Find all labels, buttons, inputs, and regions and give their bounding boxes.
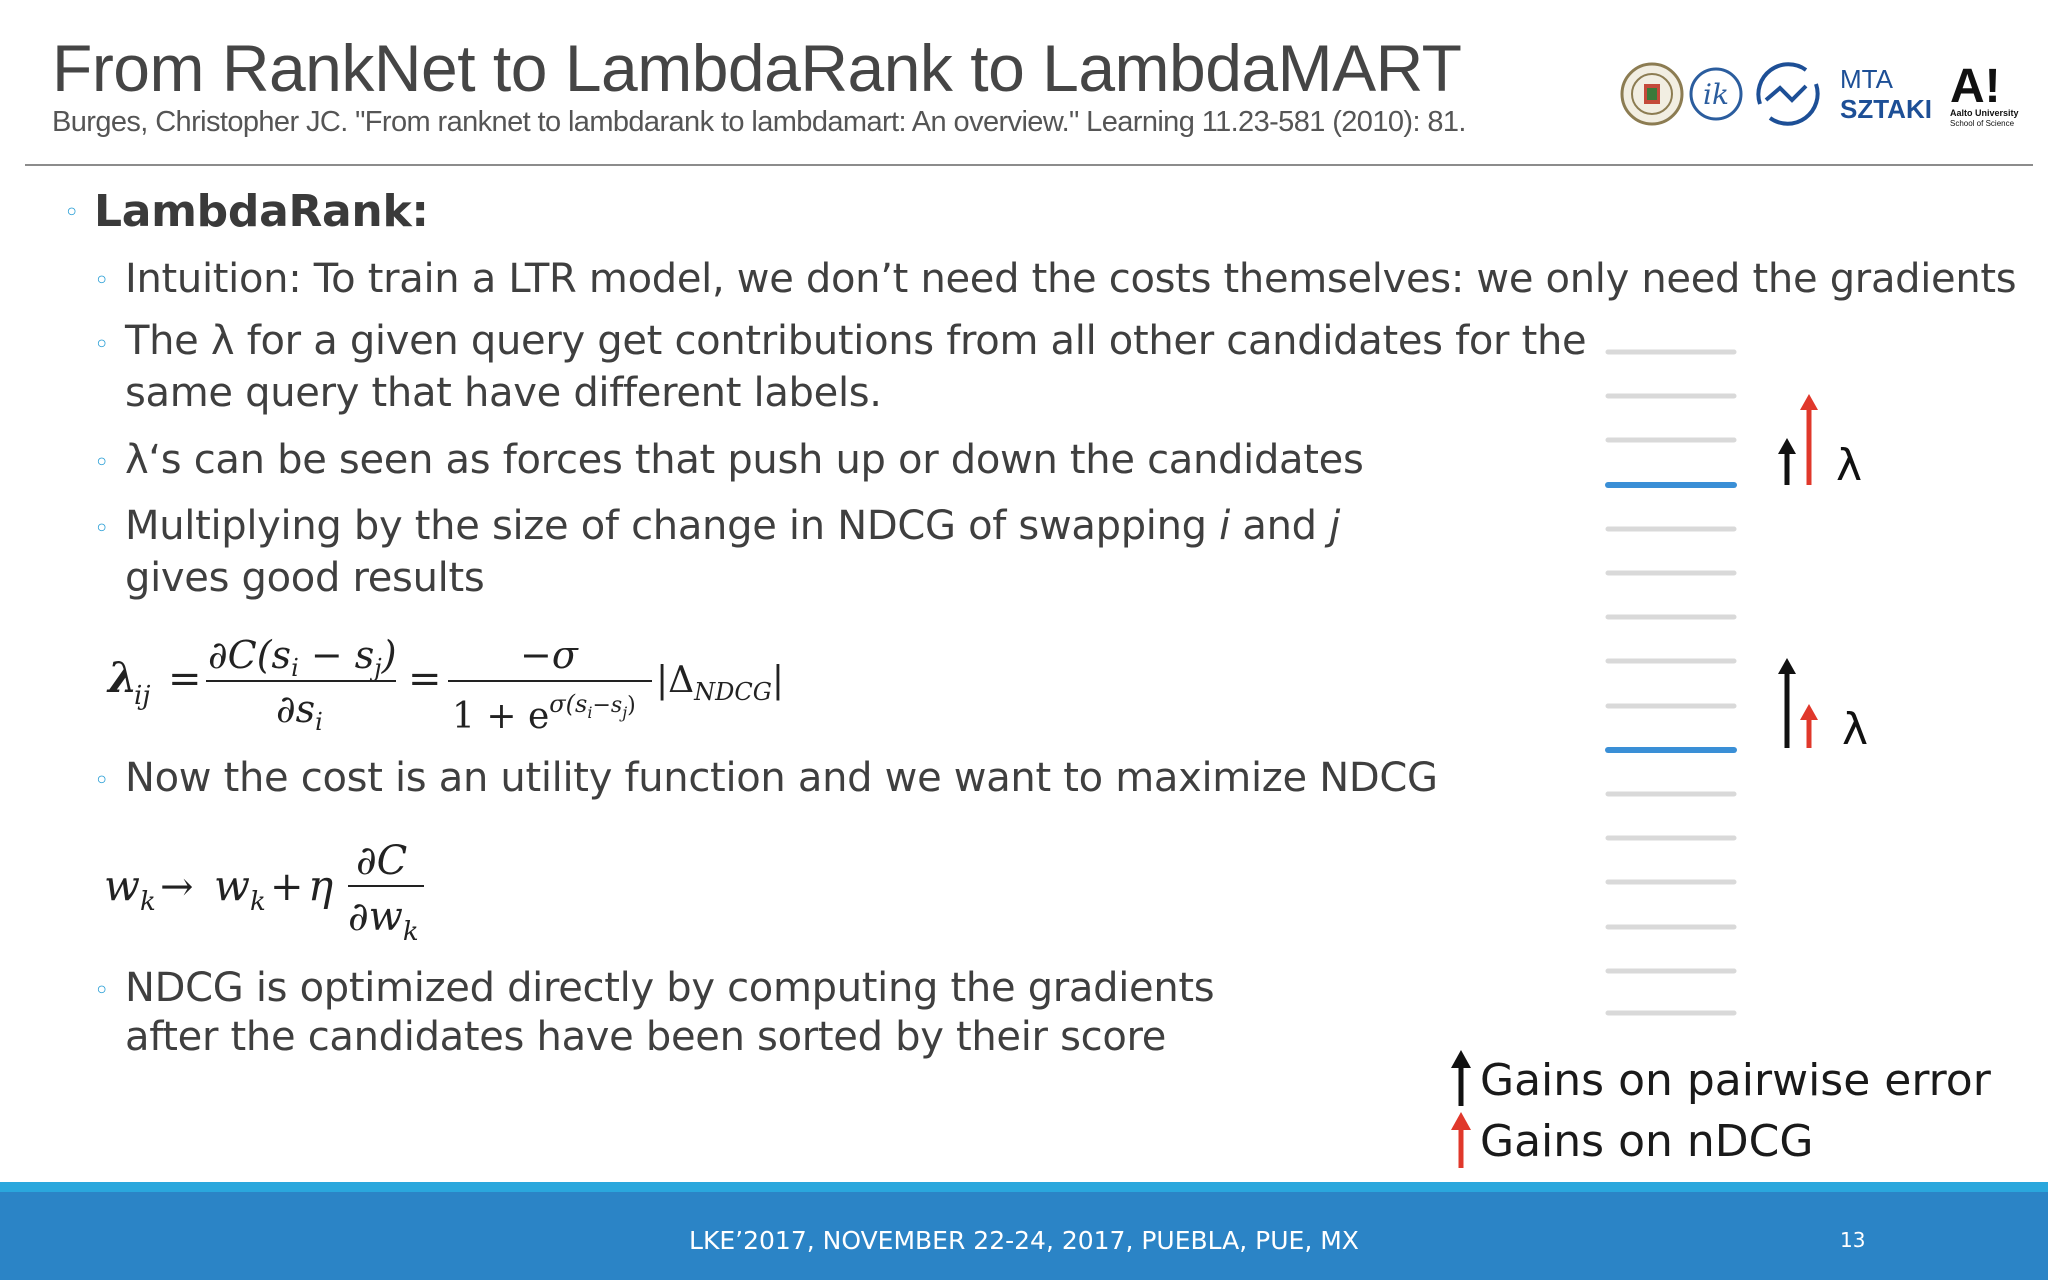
bullet-icon: ◦: [94, 266, 110, 296]
bullet-intuition: Intuition: To train a LTR model, we don’…: [125, 256, 2017, 302]
formula-den1: ∂si: [276, 687, 323, 736]
t: wk: [214, 861, 266, 917]
bullet-multiplying-1: Multiplying by the size of change in NDC…: [125, 503, 1340, 549]
formula-lambda-sub: ij: [134, 681, 150, 711]
formula-arrow: →: [160, 864, 194, 910]
t: ∂s: [276, 687, 315, 731]
t: i: [315, 708, 323, 736]
footer-bar: [0, 1192, 2048, 1280]
formula-num1: ∂C(si − sj): [208, 633, 397, 682]
lambda-label-top: λ: [1836, 440, 1862, 491]
t: wk: [104, 861, 156, 917]
black-arrow-head: [1778, 438, 1796, 454]
formula-eq-2: =: [408, 656, 442, 702]
bullet-ndcg-direct-1: NDCG is optimized directly by computing …: [125, 965, 1215, 1011]
ranking-diagram: λ λ: [1605, 349, 1868, 1016]
bullet-icon: ◦: [94, 766, 110, 796]
var-i: i: [1219, 503, 1230, 549]
mta-text: MTA: [1840, 64, 1894, 94]
citation: Burges, Christopher JC. "From ranknet to…: [52, 106, 1466, 138]
bullet-forces: λ‘s can be seen as forces that push up o…: [125, 437, 1364, 483]
bullet-lambda-contrib-1: The λ for a given query get contribution…: [125, 318, 1587, 364]
formula-num2: −σ: [520, 633, 579, 677]
t: ): [381, 633, 397, 677]
bullet-utility: Now the cost is an utility function and …: [125, 755, 1438, 801]
t: NDCG: [693, 678, 772, 706]
t: −s: [592, 693, 622, 718]
black-arrow-head: [1451, 1050, 1471, 1068]
update-formula: wk → wk + η ∂C ∂wk: [104, 838, 424, 947]
formula-lambda: λ: [106, 653, 137, 702]
bullet-multiplying-2: gives good results: [125, 555, 485, 601]
black-arrow-head: [1778, 658, 1796, 674]
formula-num: ∂C: [356, 838, 407, 884]
aalto-line2: School of Science: [1950, 119, 2015, 128]
footer-event: LKE’2017, NOVEMBER 22-24, 2017, PUEBLA, …: [689, 1226, 1359, 1255]
sztaki-logo-icon: MTA SZTAKI: [1756, 62, 1932, 126]
t: |Δ: [656, 660, 694, 701]
ik-logo-text: ik: [1703, 78, 1729, 111]
university-seal-icon: [1620, 62, 1684, 126]
red-arrow-head: [1800, 394, 1818, 410]
sztaki-text: SZTAKI: [1840, 94, 1932, 124]
bullet-icon: ◦: [64, 198, 80, 228]
aalto-line1: Aalto University: [1950, 108, 2019, 118]
t: j: [619, 703, 627, 722]
t: |: [772, 660, 784, 701]
bullet-lambda-contrib-2: same query that have different labels.: [125, 370, 882, 416]
header-divider: [25, 164, 2033, 166]
var-j: j: [1329, 503, 1340, 549]
formula-eq-1: =: [168, 656, 202, 702]
lower-arrows: λ: [1778, 658, 1868, 755]
t: ∂wk: [348, 894, 419, 947]
t: ): [627, 693, 636, 718]
formula-eta: η: [308, 861, 333, 910]
section-heading: LambdaRank:: [94, 186, 429, 237]
t: k: [250, 887, 266, 917]
formula-plus: +: [270, 864, 304, 910]
upper-arrows: λ: [1778, 394, 1862, 491]
red-arrow-head: [1800, 704, 1818, 720]
ik-logo-icon: ik: [1689, 67, 1743, 121]
t: ∂w: [348, 894, 403, 940]
t: σ(s: [549, 690, 587, 718]
bullet-icon: ◦: [94, 330, 110, 360]
bullet-icon: ◦: [94, 976, 110, 1006]
red-arrow-head: [1451, 1112, 1471, 1130]
t: w: [104, 861, 140, 910]
text-part: and: [1229, 503, 1330, 549]
bullet-icon: ◦: [94, 514, 110, 544]
t: k: [403, 917, 419, 947]
t: 1 + e: [452, 696, 549, 737]
t: i: [587, 703, 592, 722]
institution-logos: ik MTA SZTAKI A! Aalto University School…: [1620, 60, 2019, 128]
legend-arrows: [1451, 1050, 1471, 1168]
legend-ndcg: Gains on nDCG: [1480, 1116, 1814, 1167]
t: w: [214, 861, 250, 910]
bullet-ndcg-direct-2: after the candidates have been sorted by…: [125, 1014, 1167, 1060]
t: − s: [299, 633, 375, 677]
legend-pairwise: Gains on pairwise error: [1480, 1055, 1991, 1106]
t: ∂C(s: [208, 633, 291, 677]
t: i: [291, 654, 299, 682]
aalto-mark: A!: [1950, 60, 2001, 113]
text-part: Multiplying by the size of change in NDC…: [125, 503, 1220, 549]
bullet-icon: ◦: [94, 448, 110, 478]
lambda-formula: λ ij = ∂C(si − sj) ∂si = −σ 1 + eσ(si−sj…: [106, 633, 784, 737]
formula-delta: |ΔNDCG|: [656, 660, 784, 706]
lambda-label-bottom: λ: [1842, 704, 1868, 755]
formula-den2: 1 + eσ(si−sj): [452, 690, 636, 737]
slide-title: From RankNet to LambdaRank to LambdaMART: [52, 31, 1462, 105]
aalto-logo-icon: A! Aalto University School of Science: [1950, 60, 2019, 128]
page-number: 13: [1840, 1228, 1866, 1252]
t: k: [140, 887, 156, 917]
footer-accent-bar: [0, 1182, 2048, 1192]
